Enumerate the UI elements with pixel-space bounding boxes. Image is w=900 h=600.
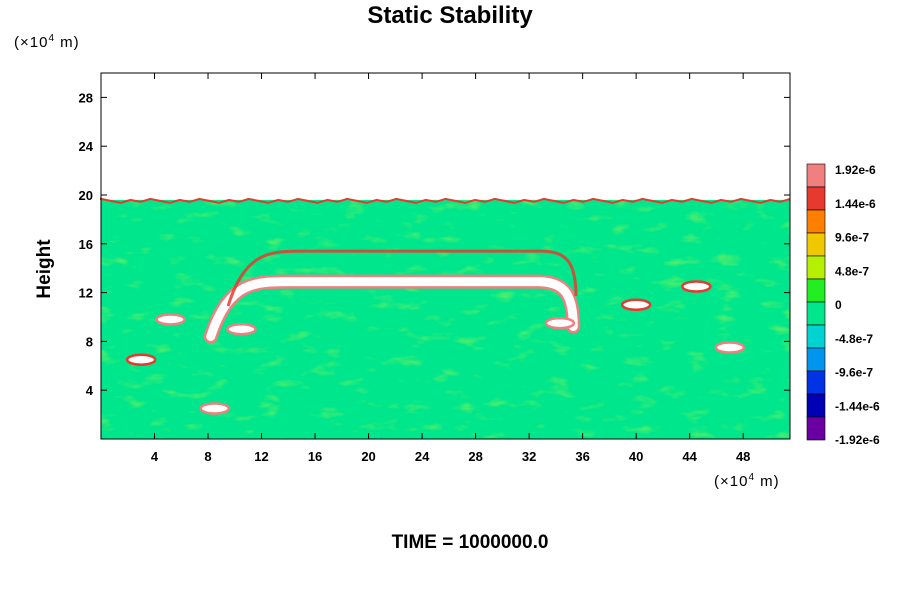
colorbar-label-5: -4.8e-7 xyxy=(835,332,873,346)
x-tick-label-3: 16 xyxy=(308,449,322,464)
colorbar-swatch-9 xyxy=(806,370,826,395)
y-tick-label-3: 16 xyxy=(79,237,93,252)
plot-frame xyxy=(100,72,791,440)
x-tick-label-9: 40 xyxy=(629,449,643,464)
x-tick-label-10: 44 xyxy=(682,449,697,464)
x-unit-prefix: (×10 xyxy=(714,473,749,490)
y-tick-label-4: 20 xyxy=(79,188,93,203)
chart-title: Static Stability xyxy=(367,2,533,29)
x-tick-label-8: 36 xyxy=(575,449,589,464)
field-top-edge xyxy=(100,197,791,204)
colorbar-swatch-6 xyxy=(806,301,826,326)
x-axis-unit: (×104 m) xyxy=(714,472,780,490)
x-tick-label-1: 8 xyxy=(204,449,211,464)
y-axis-unit: (×104 m) xyxy=(14,33,80,51)
blob-3 xyxy=(544,316,576,330)
x-tick-label-11: 48 xyxy=(736,449,750,464)
y-unit-prefix: (×10 xyxy=(14,34,49,51)
x-tick-label-5: 24 xyxy=(415,449,430,464)
colorbar-label-0: 1.92e-6 xyxy=(835,163,876,177)
x-tick-label-4: 20 xyxy=(361,449,375,464)
x-unit-exponent: 4 xyxy=(748,472,756,483)
colorbar-label-2: 9.6e-7 xyxy=(835,231,869,245)
arch-band-1 xyxy=(226,249,578,307)
field-texture xyxy=(101,199,790,439)
colorbar-label-6: -9.6e-7 xyxy=(835,366,873,380)
colorbar-swatch-10 xyxy=(806,393,826,418)
colorbar-swatch-8 xyxy=(806,347,826,372)
x-tick-label-2: 12 xyxy=(254,449,268,464)
colorbar-label-7: -1.44e-6 xyxy=(835,399,880,413)
y-tick-label-0: 4 xyxy=(86,383,94,398)
y-tick-label-1: 8 xyxy=(86,334,93,349)
colorbar-swatch-4 xyxy=(806,255,826,280)
colorbar-swatch-7 xyxy=(806,324,826,349)
x-unit-suffix: m) xyxy=(755,473,780,490)
time-label: TIME = 1000000.0 xyxy=(391,532,549,553)
colorbar-swatch-5 xyxy=(806,278,826,303)
blob-4 xyxy=(155,313,186,326)
y-tick-label-6: 28 xyxy=(79,90,93,105)
blob-9 xyxy=(199,402,230,415)
colorbar-label-8: -1.92e-6 xyxy=(835,433,880,447)
blob-2 xyxy=(226,322,257,336)
y-tick-label-5: 24 xyxy=(79,139,94,154)
colorbar-swatch-0 xyxy=(806,163,826,188)
blob-8 xyxy=(125,353,157,366)
blob-7 xyxy=(714,341,746,354)
x-tick-label-0: 4 xyxy=(151,449,159,464)
colorbar-label-1: 1.44e-6 xyxy=(835,197,876,211)
blob-6 xyxy=(620,298,652,312)
colorbar-label-3: 4.8e-7 xyxy=(835,264,869,278)
plot-area xyxy=(100,197,791,439)
x-tick-label-6: 28 xyxy=(468,449,482,464)
colorbar-swatch-1 xyxy=(806,186,826,211)
colorbar: 1.92e-6 1.44e-6 9.6e-7 4.8e-7 0 -4.8e-7 -9.6e-… xyxy=(806,163,880,447)
colorbar-swatch-11 xyxy=(806,416,826,441)
y-tick-label-2: 12 xyxy=(79,286,93,301)
blob-5 xyxy=(681,280,712,293)
colorbar-label-4: 0 xyxy=(835,298,842,312)
y-unit-exponent: 4 xyxy=(48,33,56,44)
colorbar-swatch-2 xyxy=(806,209,826,234)
y-unit-suffix: m) xyxy=(55,34,80,51)
colorbar-swatch-3 xyxy=(806,232,826,257)
x-tick-label-7: 32 xyxy=(522,449,536,464)
